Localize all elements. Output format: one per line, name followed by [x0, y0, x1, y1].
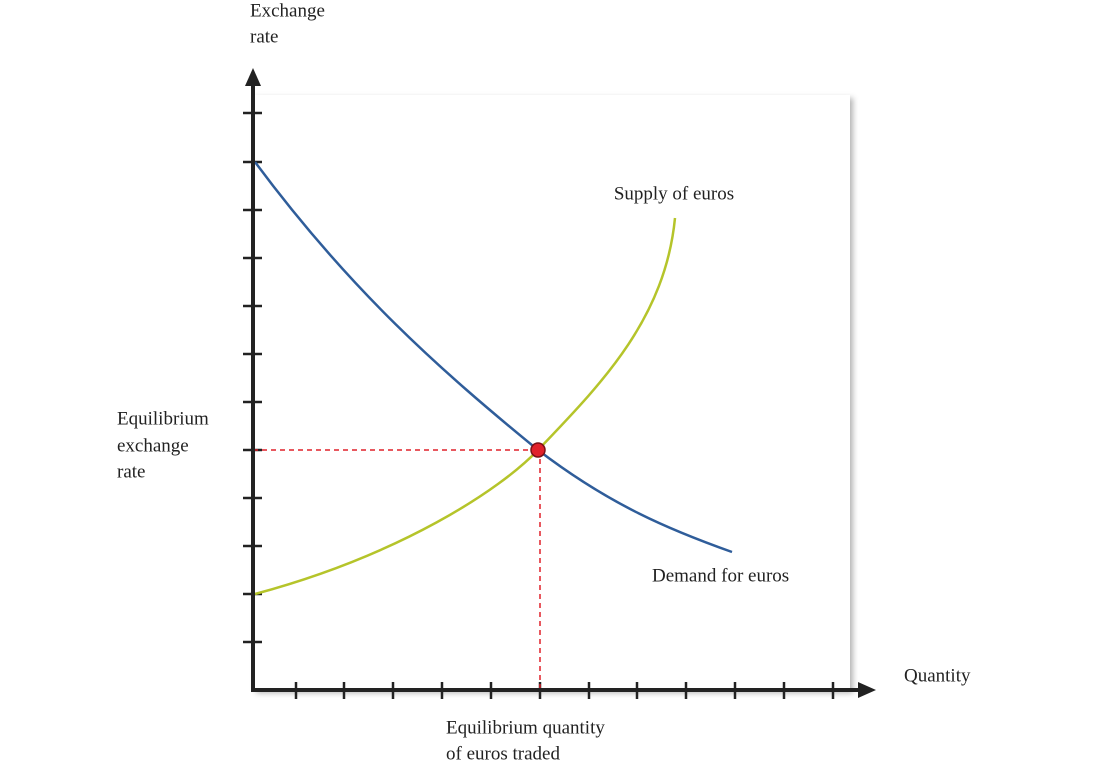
equilibrium-rate-label: Equilibrium — [117, 408, 209, 429]
equilibrium-quantity-label: of euros traded — [446, 743, 560, 764]
equilibrium-rate-label: rate — [117, 461, 145, 482]
equilibrium-quantity-label: Equilibrium quantity — [446, 717, 605, 738]
plot-frame — [253, 95, 850, 690]
demand-label: Demand for euros — [652, 565, 789, 586]
y-axis-label: rate — [250, 26, 278, 47]
x-axis-arrow — [858, 682, 876, 698]
supply-label: Supply of euros — [614, 183, 734, 204]
x-axis-label: Quantity — [904, 665, 971, 686]
demand-curve — [253, 161, 733, 554]
y-axis-label: Exchange — [250, 0, 325, 21]
equilibrium-rate-label: exchange — [117, 435, 189, 456]
y-axis-arrow — [245, 68, 261, 86]
equilibrium-point — [530, 442, 546, 458]
